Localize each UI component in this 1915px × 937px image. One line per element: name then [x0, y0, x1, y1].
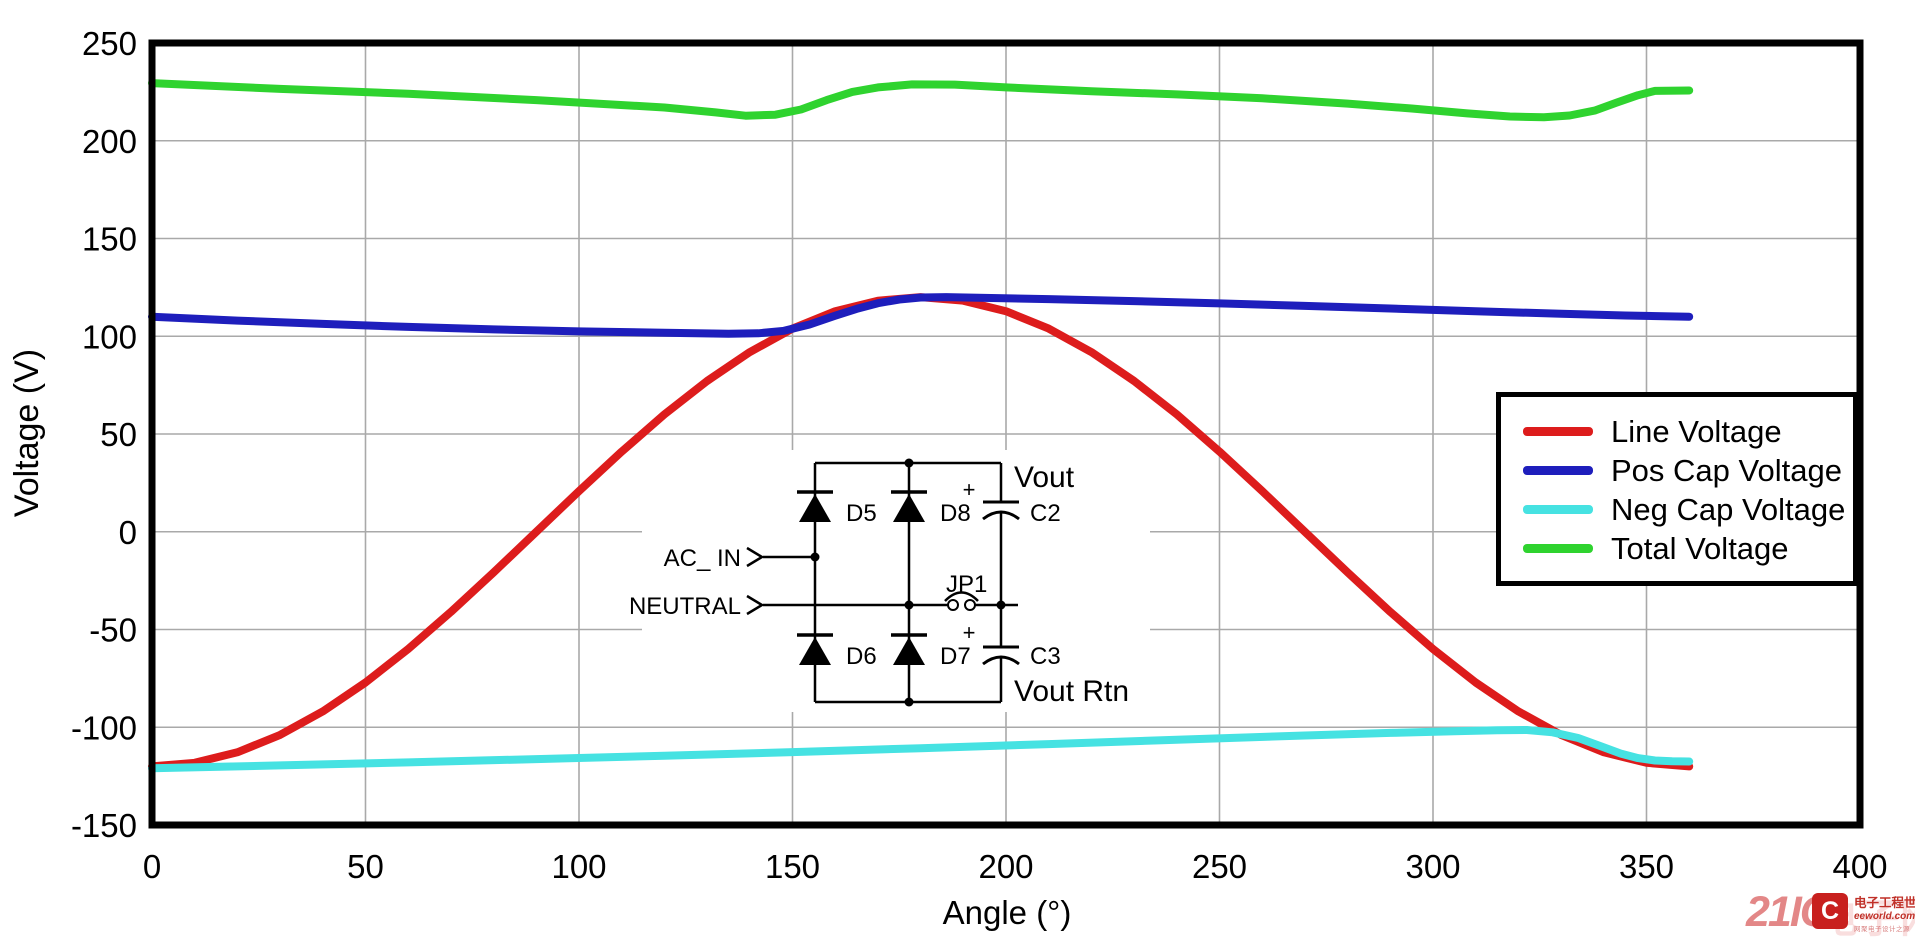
- ac-in-label: AC_ IN: [664, 545, 741, 572]
- legend-label: Line Voltage: [1611, 414, 1782, 449]
- y-axis-title: Voltage (V): [8, 348, 46, 518]
- neg-cap-voltage-curve: [148, 726, 1694, 773]
- watermark-site-name: 电子工程世界: [1854, 896, 1915, 910]
- x-tick-label: 250: [1192, 848, 1247, 885]
- neg-cap-voltage-swatch-icon: [1523, 505, 1593, 514]
- x-tick-label: 350: [1619, 848, 1674, 885]
- y-tick-label: 50: [100, 416, 137, 453]
- watermark-logo-icon: C: [1812, 893, 1848, 929]
- x-tick-label: 50: [347, 848, 384, 885]
- diode-d7-icon: [891, 633, 927, 665]
- watermark: 电子网 21IC C 电子工程世界 eeworld.com.cn 网聚电子设计之…: [1688, 884, 1915, 937]
- legend: Line Voltage Pos Cap Voltage Neg Cap Vol…: [1496, 392, 1858, 586]
- watermark-text-block: 电子工程世界 eeworld.com.cn 网聚电子设计之源: [1854, 892, 1915, 933]
- legend-item: Line Voltage: [1523, 412, 1853, 451]
- pos-cap-voltage-curve: [148, 293, 1694, 338]
- legend-label: Neg Cap Voltage: [1611, 492, 1846, 527]
- x-tick-label: 200: [978, 848, 1033, 885]
- capacitor-c3-icon: [982, 645, 1020, 666]
- plot-border: [148, 39, 1864, 829]
- c3-plus-sign: +: [963, 620, 976, 645]
- jumper-jp1-icon: [944, 591, 979, 611]
- c3-label: C3: [1030, 643, 1061, 670]
- y-tick-label: 250: [82, 25, 137, 62]
- ac-in-connector-icon: [746, 546, 765, 568]
- watermark-logo-letter: C: [1820, 896, 1840, 925]
- line-voltage-swatch-icon: [1523, 427, 1593, 436]
- d6-label: D6: [846, 643, 877, 670]
- y-tick-label: -100: [71, 709, 137, 746]
- y-tick-label: 150: [82, 221, 137, 258]
- circuit-diagram: AC_ IN NEUTRAL JP1 D5 D8 D6 D7 C2 C3 + +…: [629, 450, 1150, 712]
- x-tick-label: 100: [551, 848, 606, 885]
- x-axis-title: Angle (°): [942, 894, 1072, 931]
- legend-label: Pos Cap Voltage: [1611, 453, 1842, 488]
- x-tick-label: 0: [143, 848, 161, 885]
- vout-rtn-label: Vout Rtn: [1014, 675, 1129, 708]
- legend-label: Total Voltage: [1611, 531, 1789, 566]
- diode-d5-icon: [797, 490, 833, 522]
- neutral-label: NEUTRAL: [629, 593, 741, 620]
- d8-label: D8: [940, 500, 971, 527]
- capacitor-c2-icon: [982, 500, 1020, 521]
- legend-item: Total Voltage: [1523, 529, 1853, 568]
- x-tick-label: 400: [1832, 848, 1887, 885]
- watermark-site-url: eeworld.com.cn: [1854, 911, 1915, 922]
- curves: [148, 79, 1694, 773]
- junction-dots: [810, 458, 1006, 707]
- total-voltage-swatch-icon: [1523, 544, 1593, 553]
- legend-item: Neg Cap Voltage: [1523, 490, 1853, 529]
- x-tick-label: 300: [1405, 848, 1460, 885]
- pos-cap-voltage-swatch-icon: [1523, 466, 1593, 475]
- legend-item: Pos Cap Voltage: [1523, 451, 1853, 490]
- c2-plus-sign: +: [963, 477, 976, 502]
- d7-label: D7: [940, 643, 971, 670]
- diode-d6-icon: [797, 633, 833, 665]
- y-tick-label: -50: [89, 612, 137, 649]
- diode-d8-icon: [891, 490, 927, 522]
- c2-label: C2: [1030, 500, 1061, 527]
- y-tick-label: 100: [82, 318, 137, 355]
- d5-label: D5: [846, 500, 877, 527]
- jp1-label: JP1: [946, 571, 987, 598]
- watermark-tagline: 网聚电子设计之源: [1854, 926, 1910, 933]
- total-voltage-curve: [148, 79, 1694, 122]
- x-tick-label: 150: [765, 848, 820, 885]
- y-tick-label: 0: [119, 514, 137, 551]
- vout-label: Vout: [1014, 461, 1075, 494]
- y-tick-label: 200: [82, 123, 137, 160]
- neutral-connector-icon: [746, 594, 765, 616]
- y-tick-label: -150: [71, 807, 137, 844]
